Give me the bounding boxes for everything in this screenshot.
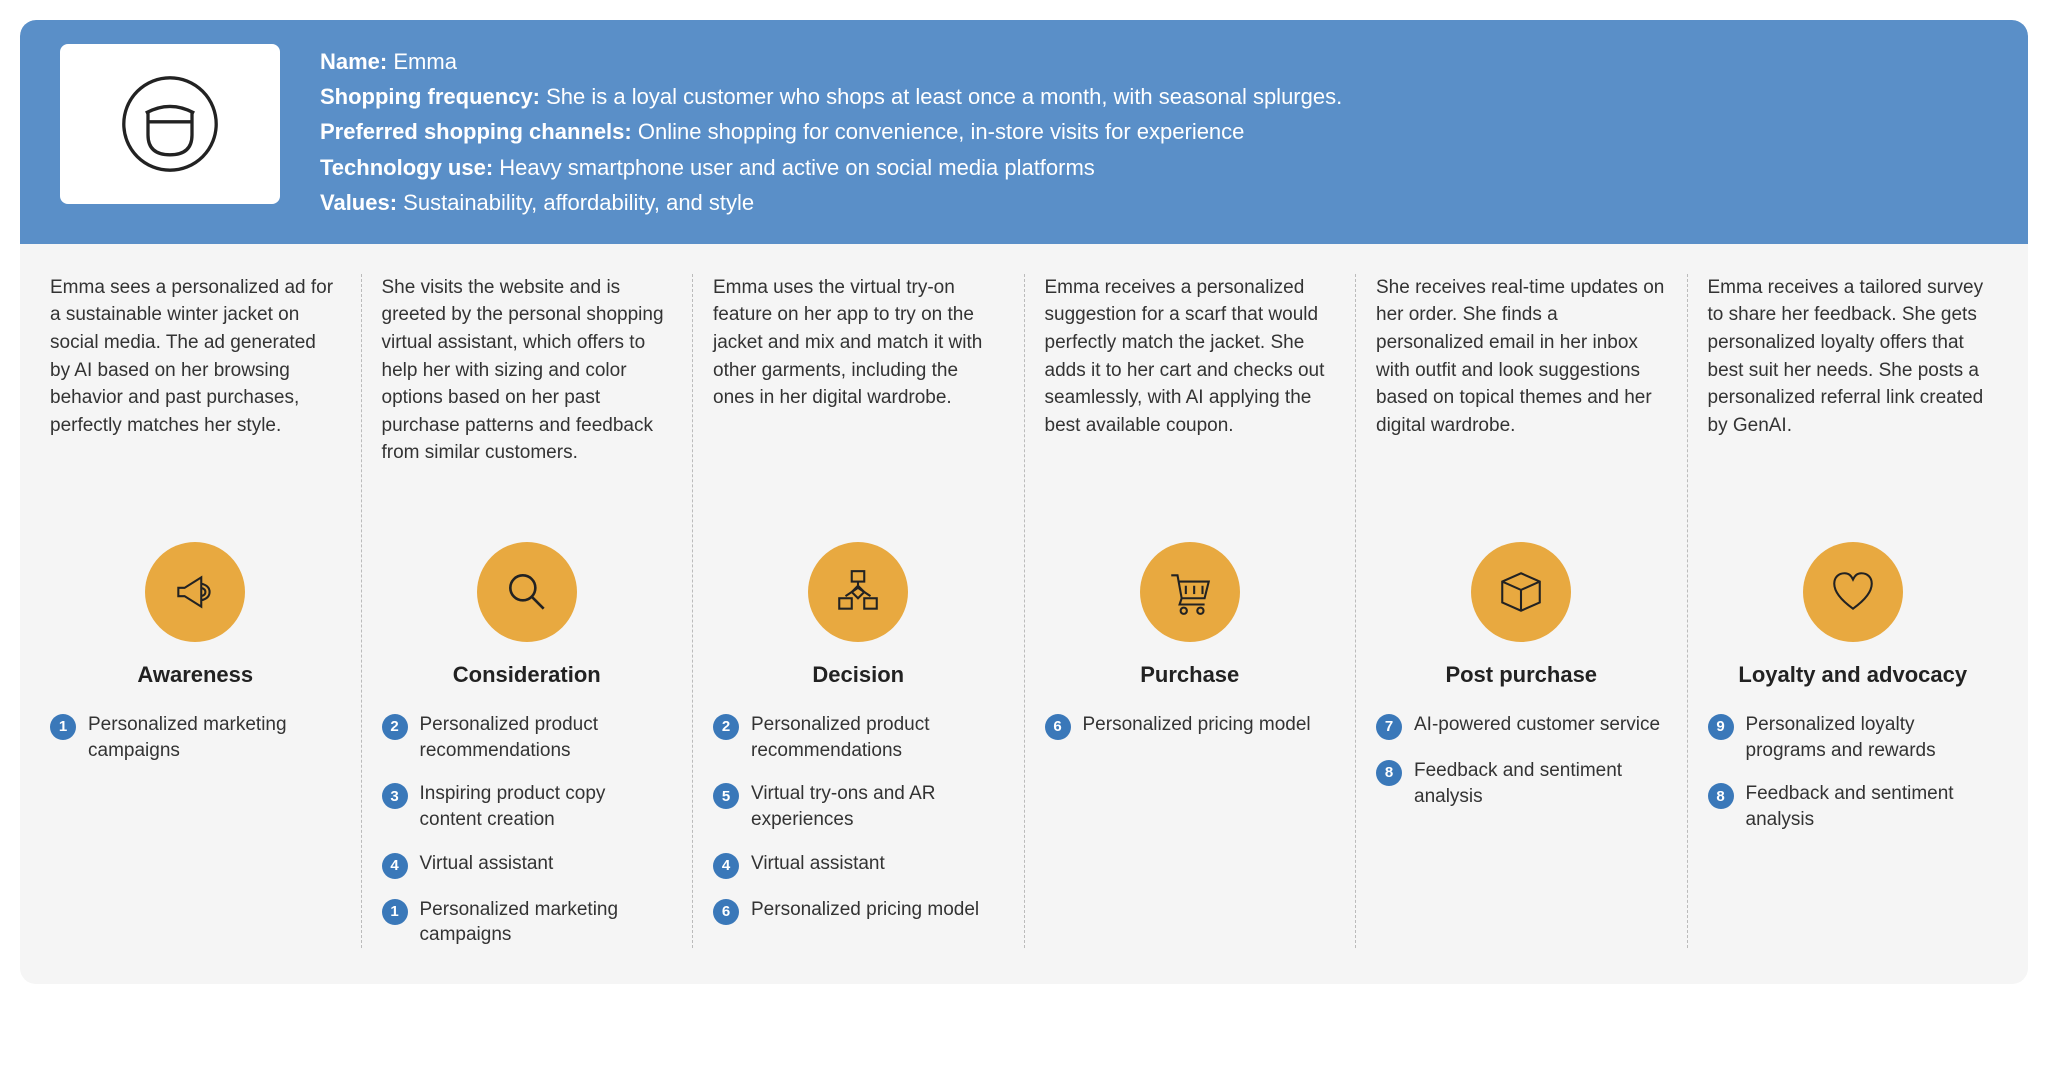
stage-description: Emma receives a personalized suggestion …	[1045, 274, 1336, 524]
feature-item: 2 Personalized product recommendations	[382, 712, 673, 763]
profile-name: Name: Emma	[320, 44, 1342, 79]
feature-badge: 1	[50, 714, 76, 740]
profile-value: Sustainability, affordability, and style	[403, 190, 754, 215]
cart-icon	[1140, 542, 1240, 642]
stage-column: She visits the website and is greeted by…	[362, 274, 694, 948]
feature-item: 8 Feedback and sentiment analysis	[1376, 758, 1667, 809]
feature-badge: 3	[382, 783, 408, 809]
feature-badge: 5	[713, 783, 739, 809]
feature-text: Personalized product recommendations	[420, 712, 673, 763]
feature-badge: 2	[382, 714, 408, 740]
magnifier-icon	[477, 542, 577, 642]
profile-tech: Technology use: Heavy smartphone user an…	[320, 150, 1342, 185]
stage-icon-wrap	[382, 542, 673, 642]
feature-text: Feedback and sentiment analysis	[1414, 758, 1667, 809]
box-icon	[1471, 542, 1571, 642]
feature-list: 7 AI-powered customer service 8 Feedback an…	[1376, 712, 1667, 809]
feature-list: 2 Personalized product recommendations 3 In…	[382, 712, 673, 948]
feature-list: 1 Personalized marketing campaigns	[50, 712, 341, 763]
profile-label: Technology use:	[320, 155, 493, 180]
feature-text: AI-powered customer service	[1414, 712, 1660, 738]
feature-text: Inspiring product copy content creation	[420, 781, 673, 832]
profile-label: Name:	[320, 49, 387, 74]
feature-text: Feedback and sentiment analysis	[1746, 781, 1999, 832]
stage-title: Consideration	[382, 662, 673, 688]
profile-value: Online shopping for convenience, in-stor…	[638, 119, 1245, 144]
profile-frequency: Shopping frequency: She is a loyal custo…	[320, 79, 1342, 114]
stage-icon-wrap	[1045, 542, 1336, 642]
feature-text: Personalized pricing model	[1083, 712, 1311, 738]
stage-description: Emma receives a tailored survey to share…	[1708, 274, 1999, 524]
persona-profile: Name: Emma Shopping frequency: She is a …	[320, 44, 1342, 220]
feature-badge: 2	[713, 714, 739, 740]
heart-icon	[1803, 542, 1903, 642]
stages-row: Emma sees a personalized ad for a sustai…	[20, 244, 2028, 984]
profile-value: Heavy smartphone user and active on soci…	[499, 155, 1095, 180]
feature-badge: 4	[382, 853, 408, 879]
stage-description: Emma sees a personalized ad for a sustai…	[50, 274, 341, 524]
feature-list: 9 Personalized loyalty programs and rewar…	[1708, 712, 1999, 833]
profile-label: Shopping frequency:	[320, 84, 540, 109]
feature-text: Personalized product recommendations	[751, 712, 1004, 763]
stage-column: Emma receives a tailored survey to share…	[1688, 274, 2019, 948]
feature-text: Personalized marketing campaigns	[420, 897, 673, 948]
stage-title: Loyalty and advocacy	[1708, 662, 1999, 688]
feature-item: 3 Inspiring product copy content creation	[382, 781, 673, 832]
feature-item: 9 Personalized loyalty programs and rewar…	[1708, 712, 1999, 763]
profile-channels: Preferred shopping channels: Online shop…	[320, 114, 1342, 149]
feature-item: 4 Virtual assistant	[713, 851, 1004, 879]
feature-item: 1 Personalized marketing campaigns	[50, 712, 341, 763]
stage-title: Decision	[713, 662, 1004, 688]
feature-text: Personalized loyalty programs and reward…	[1746, 712, 1999, 763]
stage-title: Awareness	[50, 662, 341, 688]
person-icon	[115, 69, 225, 179]
megaphone-icon	[145, 542, 245, 642]
stage-icon-wrap	[713, 542, 1004, 642]
profile-value: Emma	[393, 49, 457, 74]
feature-item: 1 Personalized marketing campaigns	[382, 897, 673, 948]
journey-container: Name: Emma Shopping frequency: She is a …	[20, 20, 2028, 984]
feature-badge: 9	[1708, 714, 1734, 740]
feature-item: 7 AI-powered customer service	[1376, 712, 1667, 740]
stage-column: Emma receives a personalized suggestion …	[1025, 274, 1357, 948]
feature-item: 2 Personalized product recommendations	[713, 712, 1004, 763]
stage-description: She receives real-time updates on her or…	[1376, 274, 1667, 524]
stage-description: She visits the website and is greeted by…	[382, 274, 673, 524]
feature-badge: 8	[1376, 760, 1402, 786]
stage-icon-wrap	[1376, 542, 1667, 642]
feature-text: Virtual assistant	[751, 851, 885, 877]
feature-badge: 7	[1376, 714, 1402, 740]
feature-text: Personalized marketing campaigns	[88, 712, 341, 763]
stage-icon-wrap	[50, 542, 341, 642]
stage-description: Emma uses the virtual try-on feature on …	[713, 274, 1004, 524]
flowchart-icon	[808, 542, 908, 642]
feature-item: 5 Virtual try-ons and AR experiences	[713, 781, 1004, 832]
persona-header: Name: Emma Shopping frequency: She is a …	[20, 20, 2028, 244]
feature-list: 6 Personalized pricing model	[1045, 712, 1336, 740]
feature-text: Virtual assistant	[420, 851, 554, 877]
feature-text: Personalized pricing model	[751, 897, 979, 923]
profile-label: Values:	[320, 190, 397, 215]
avatar-box	[60, 44, 280, 204]
feature-item: 4 Virtual assistant	[382, 851, 673, 879]
feature-list: 2 Personalized product recommendations 5 Vi…	[713, 712, 1004, 925]
stage-column: She receives real-time updates on her or…	[1356, 274, 1688, 948]
stage-title: Purchase	[1045, 662, 1336, 688]
feature-badge: 6	[1045, 714, 1071, 740]
feature-badge: 8	[1708, 783, 1734, 809]
feature-text: Virtual try-ons and AR experiences	[751, 781, 1004, 832]
profile-label: Preferred shopping channels:	[320, 119, 632, 144]
profile-values: Values: Sustainability, affordability, a…	[320, 185, 1342, 220]
feature-item: 8 Feedback and sentiment analysis	[1708, 781, 1999, 832]
stage-icon-wrap	[1708, 542, 1999, 642]
stage-column: Emma sees a personalized ad for a sustai…	[30, 274, 362, 948]
feature-badge: 1	[382, 899, 408, 925]
profile-value: She is a loyal customer who shops at lea…	[546, 84, 1342, 109]
feature-badge: 6	[713, 899, 739, 925]
feature-item: 6 Personalized pricing model	[713, 897, 1004, 925]
feature-item: 6 Personalized pricing model	[1045, 712, 1336, 740]
stage-title: Post purchase	[1376, 662, 1667, 688]
stage-column: Emma uses the virtual try-on feature on …	[693, 274, 1025, 948]
feature-badge: 4	[713, 853, 739, 879]
